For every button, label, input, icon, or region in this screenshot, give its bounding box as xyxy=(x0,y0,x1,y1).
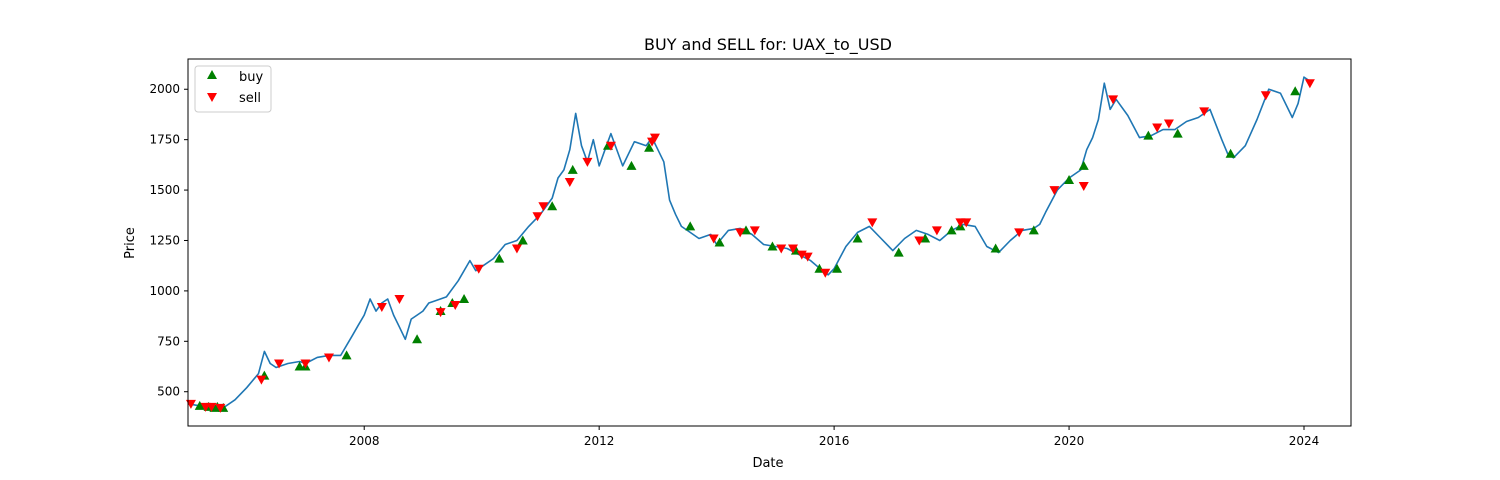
sell-marker xyxy=(749,226,760,236)
buy-marker xyxy=(517,235,528,245)
sell-marker xyxy=(1108,95,1119,105)
y-tick-label: 1750 xyxy=(149,133,180,147)
price-line xyxy=(187,76,1311,409)
sell-marker xyxy=(776,244,787,254)
buy-marker xyxy=(1225,148,1236,158)
buy-marker xyxy=(852,233,863,243)
y-axis: 500 750 1000 1250 1500 1750 2000 xyxy=(149,82,188,399)
x-axis-label: Date xyxy=(752,456,783,471)
x-axis: 2008 2012 2016 2020 2024 xyxy=(349,426,1319,448)
sell-marker xyxy=(206,402,217,412)
sell-marker xyxy=(394,294,405,304)
legend-sell-label: sell xyxy=(239,91,261,106)
legend-buy-label: buy xyxy=(239,70,263,85)
legend: buy sell xyxy=(194,65,272,113)
y-tick-label: 1000 xyxy=(149,284,180,298)
buy-marker xyxy=(194,400,205,410)
sell-marker xyxy=(215,403,226,413)
sell-marker xyxy=(1049,186,1060,196)
y-tick-label: 500 xyxy=(157,385,180,399)
sell-marker xyxy=(735,228,746,238)
legend-buy-marker xyxy=(207,70,217,79)
sell-marker xyxy=(649,133,660,143)
sell-marker xyxy=(450,301,461,311)
sell-marker xyxy=(961,218,972,228)
y-tick-label: 750 xyxy=(157,334,180,348)
y-tick-label: 1250 xyxy=(149,233,180,247)
sell-marker xyxy=(1199,107,1210,117)
buy-marker xyxy=(920,233,931,243)
x-tick-label: 2008 xyxy=(349,434,380,448)
buy-marker xyxy=(990,243,1001,253)
buy-marker xyxy=(741,225,752,235)
buy-marker xyxy=(946,225,957,235)
buy-marker xyxy=(412,334,423,344)
sell-marker xyxy=(820,268,831,278)
y-tick-label: 2000 xyxy=(149,82,180,96)
buy-marker xyxy=(714,237,725,247)
buy-marker xyxy=(832,263,843,273)
sell-marker xyxy=(867,218,878,228)
sell-marker xyxy=(564,178,575,188)
sell-marker xyxy=(511,244,522,254)
sell-marker xyxy=(931,226,942,236)
buy-marker xyxy=(341,350,352,360)
sell-marker xyxy=(376,303,387,313)
sell-marker xyxy=(1152,123,1163,133)
y-axis-label: Price xyxy=(123,227,138,259)
x-tick-label: 2024 xyxy=(1289,434,1320,448)
buy-marker xyxy=(1290,86,1301,96)
buy-marker xyxy=(1028,225,1039,235)
chart-title: BUY and SELL for: UAX_to_USD xyxy=(644,35,892,55)
sell-marker xyxy=(435,308,446,318)
buy-marker xyxy=(494,253,505,263)
sell-marker xyxy=(1260,91,1271,101)
buy-marker xyxy=(1143,130,1154,140)
sell-marker xyxy=(1078,182,1089,192)
buy-marker xyxy=(767,241,778,251)
sell-marker xyxy=(605,141,616,151)
buy-marker xyxy=(1064,174,1075,184)
buy-marker xyxy=(685,221,696,231)
x-tick-label: 2016 xyxy=(819,434,850,448)
sell-marker xyxy=(323,353,334,363)
sell-marker xyxy=(1014,228,1025,238)
buy-marker xyxy=(459,293,470,303)
sell-marker xyxy=(787,244,798,254)
sell-marker xyxy=(802,252,813,262)
sell-marker xyxy=(473,264,484,274)
buy-marker xyxy=(567,164,578,174)
buy-marker xyxy=(547,201,558,211)
sell-marker xyxy=(582,157,593,167)
x-tick-label: 2012 xyxy=(584,434,615,448)
x-tick-label: 2020 xyxy=(1054,434,1085,448)
sell-marker xyxy=(538,202,549,212)
legend-sell-marker xyxy=(207,93,217,102)
sell-marker xyxy=(274,359,285,369)
plot-area xyxy=(187,58,1352,427)
sell-marker xyxy=(300,359,311,369)
buy-marker xyxy=(1172,128,1183,138)
y-tick-label: 1500 xyxy=(149,183,180,197)
buy-marker xyxy=(626,160,637,170)
buy-marker xyxy=(1078,160,1089,170)
sell-marker xyxy=(256,375,267,385)
buy-marker xyxy=(644,142,655,152)
sell-marker xyxy=(1304,79,1315,89)
sell-marker xyxy=(532,212,543,222)
sell-marker xyxy=(708,234,719,244)
sell-marker xyxy=(914,236,925,246)
sell-marker xyxy=(1163,119,1174,129)
buy-marker xyxy=(893,247,904,257)
